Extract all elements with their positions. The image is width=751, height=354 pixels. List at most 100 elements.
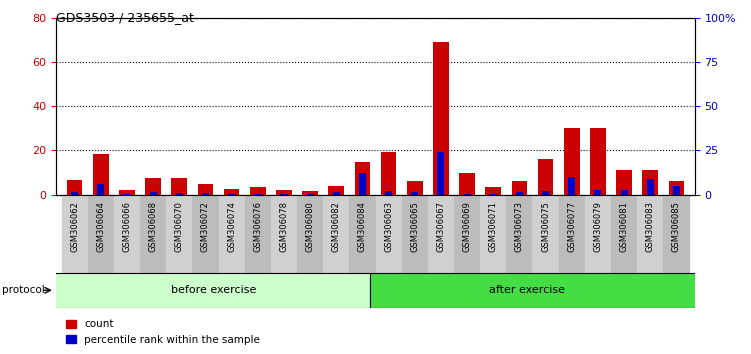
Bar xyxy=(333,192,339,195)
Bar xyxy=(611,195,637,273)
Text: GSM306067: GSM306067 xyxy=(436,201,445,252)
Bar xyxy=(647,179,653,195)
Bar xyxy=(538,159,553,195)
Bar xyxy=(271,195,297,273)
Bar xyxy=(245,195,271,273)
Bar xyxy=(616,170,632,195)
Bar xyxy=(485,187,501,195)
Bar xyxy=(370,273,702,308)
Bar xyxy=(114,195,140,273)
Bar xyxy=(463,194,471,195)
Legend: count, percentile rank within the sample: count, percentile rank within the sample xyxy=(62,315,264,349)
Bar xyxy=(149,192,157,195)
Bar xyxy=(585,195,611,273)
Bar xyxy=(166,195,192,273)
Text: GSM306082: GSM306082 xyxy=(332,201,341,252)
Text: GSM306071: GSM306071 xyxy=(489,201,498,252)
Bar xyxy=(490,194,496,195)
Text: GSM306064: GSM306064 xyxy=(96,201,105,252)
Bar xyxy=(67,180,83,195)
Text: GSM306080: GSM306080 xyxy=(306,201,315,252)
Text: GSM306063: GSM306063 xyxy=(384,201,393,252)
Text: GSM306081: GSM306081 xyxy=(620,201,629,252)
Text: GSM306068: GSM306068 xyxy=(149,201,158,252)
Text: GSM306069: GSM306069 xyxy=(463,201,472,252)
Bar xyxy=(376,195,402,273)
Bar xyxy=(459,172,475,195)
Bar xyxy=(62,195,88,273)
Bar xyxy=(359,173,366,195)
Bar xyxy=(532,195,559,273)
Bar xyxy=(280,194,288,195)
Bar xyxy=(328,186,344,195)
Bar xyxy=(71,192,78,195)
Text: GSM306070: GSM306070 xyxy=(175,201,184,252)
Bar xyxy=(433,42,449,195)
Bar xyxy=(437,152,445,195)
Bar xyxy=(145,178,161,195)
Bar xyxy=(192,195,219,273)
Bar xyxy=(407,181,423,195)
Bar xyxy=(663,195,689,273)
Bar xyxy=(412,192,418,195)
Text: GSM306075: GSM306075 xyxy=(541,201,550,252)
Bar xyxy=(637,195,663,273)
Bar xyxy=(349,195,376,273)
Text: GSM306077: GSM306077 xyxy=(567,201,576,252)
Text: GSM306065: GSM306065 xyxy=(410,201,419,252)
Bar xyxy=(642,170,658,195)
Bar xyxy=(516,192,523,195)
Bar xyxy=(219,195,245,273)
Bar xyxy=(255,194,261,195)
Bar xyxy=(302,192,318,195)
Bar xyxy=(171,178,187,195)
Bar xyxy=(480,195,506,273)
Text: GSM306084: GSM306084 xyxy=(358,201,367,252)
Bar xyxy=(297,195,323,273)
Bar xyxy=(228,194,235,195)
Text: GSM306066: GSM306066 xyxy=(122,201,131,252)
Bar xyxy=(224,189,240,195)
Text: GDS3503 / 235655_at: GDS3503 / 235655_at xyxy=(56,11,195,24)
Bar xyxy=(428,195,454,273)
Text: before exercise: before exercise xyxy=(170,285,256,295)
Bar xyxy=(323,195,349,273)
Text: GSM306083: GSM306083 xyxy=(646,201,655,252)
Text: GSM306079: GSM306079 xyxy=(593,201,602,252)
Bar xyxy=(402,195,428,273)
Bar xyxy=(119,190,135,195)
Bar xyxy=(276,190,292,195)
Bar xyxy=(542,191,549,195)
Text: GSM306076: GSM306076 xyxy=(253,201,262,252)
Bar xyxy=(594,190,602,195)
Bar xyxy=(88,195,114,273)
Bar xyxy=(569,177,575,195)
Bar xyxy=(123,194,131,195)
Text: GSM306073: GSM306073 xyxy=(515,201,524,252)
Bar xyxy=(559,195,585,273)
Bar xyxy=(454,195,480,273)
Bar xyxy=(56,273,370,308)
Text: GSM306074: GSM306074 xyxy=(227,201,236,252)
Text: after exercise: after exercise xyxy=(489,285,566,295)
Text: GSM306078: GSM306078 xyxy=(279,201,288,252)
Text: GSM306072: GSM306072 xyxy=(201,201,210,252)
Text: GSM306085: GSM306085 xyxy=(672,201,681,252)
Bar xyxy=(511,181,527,195)
Text: GSM306062: GSM306062 xyxy=(70,201,79,252)
Bar xyxy=(140,195,166,273)
Bar xyxy=(668,181,684,195)
Bar xyxy=(176,193,182,195)
Bar xyxy=(93,154,109,195)
Bar xyxy=(98,184,104,195)
Bar xyxy=(250,187,266,195)
Bar xyxy=(354,161,370,195)
Text: protocol: protocol xyxy=(2,285,44,295)
Bar xyxy=(306,194,314,195)
Bar xyxy=(620,190,628,195)
Bar xyxy=(381,152,397,195)
Bar xyxy=(590,128,606,195)
Bar xyxy=(198,184,213,195)
Bar xyxy=(564,128,580,195)
Bar xyxy=(506,195,532,273)
